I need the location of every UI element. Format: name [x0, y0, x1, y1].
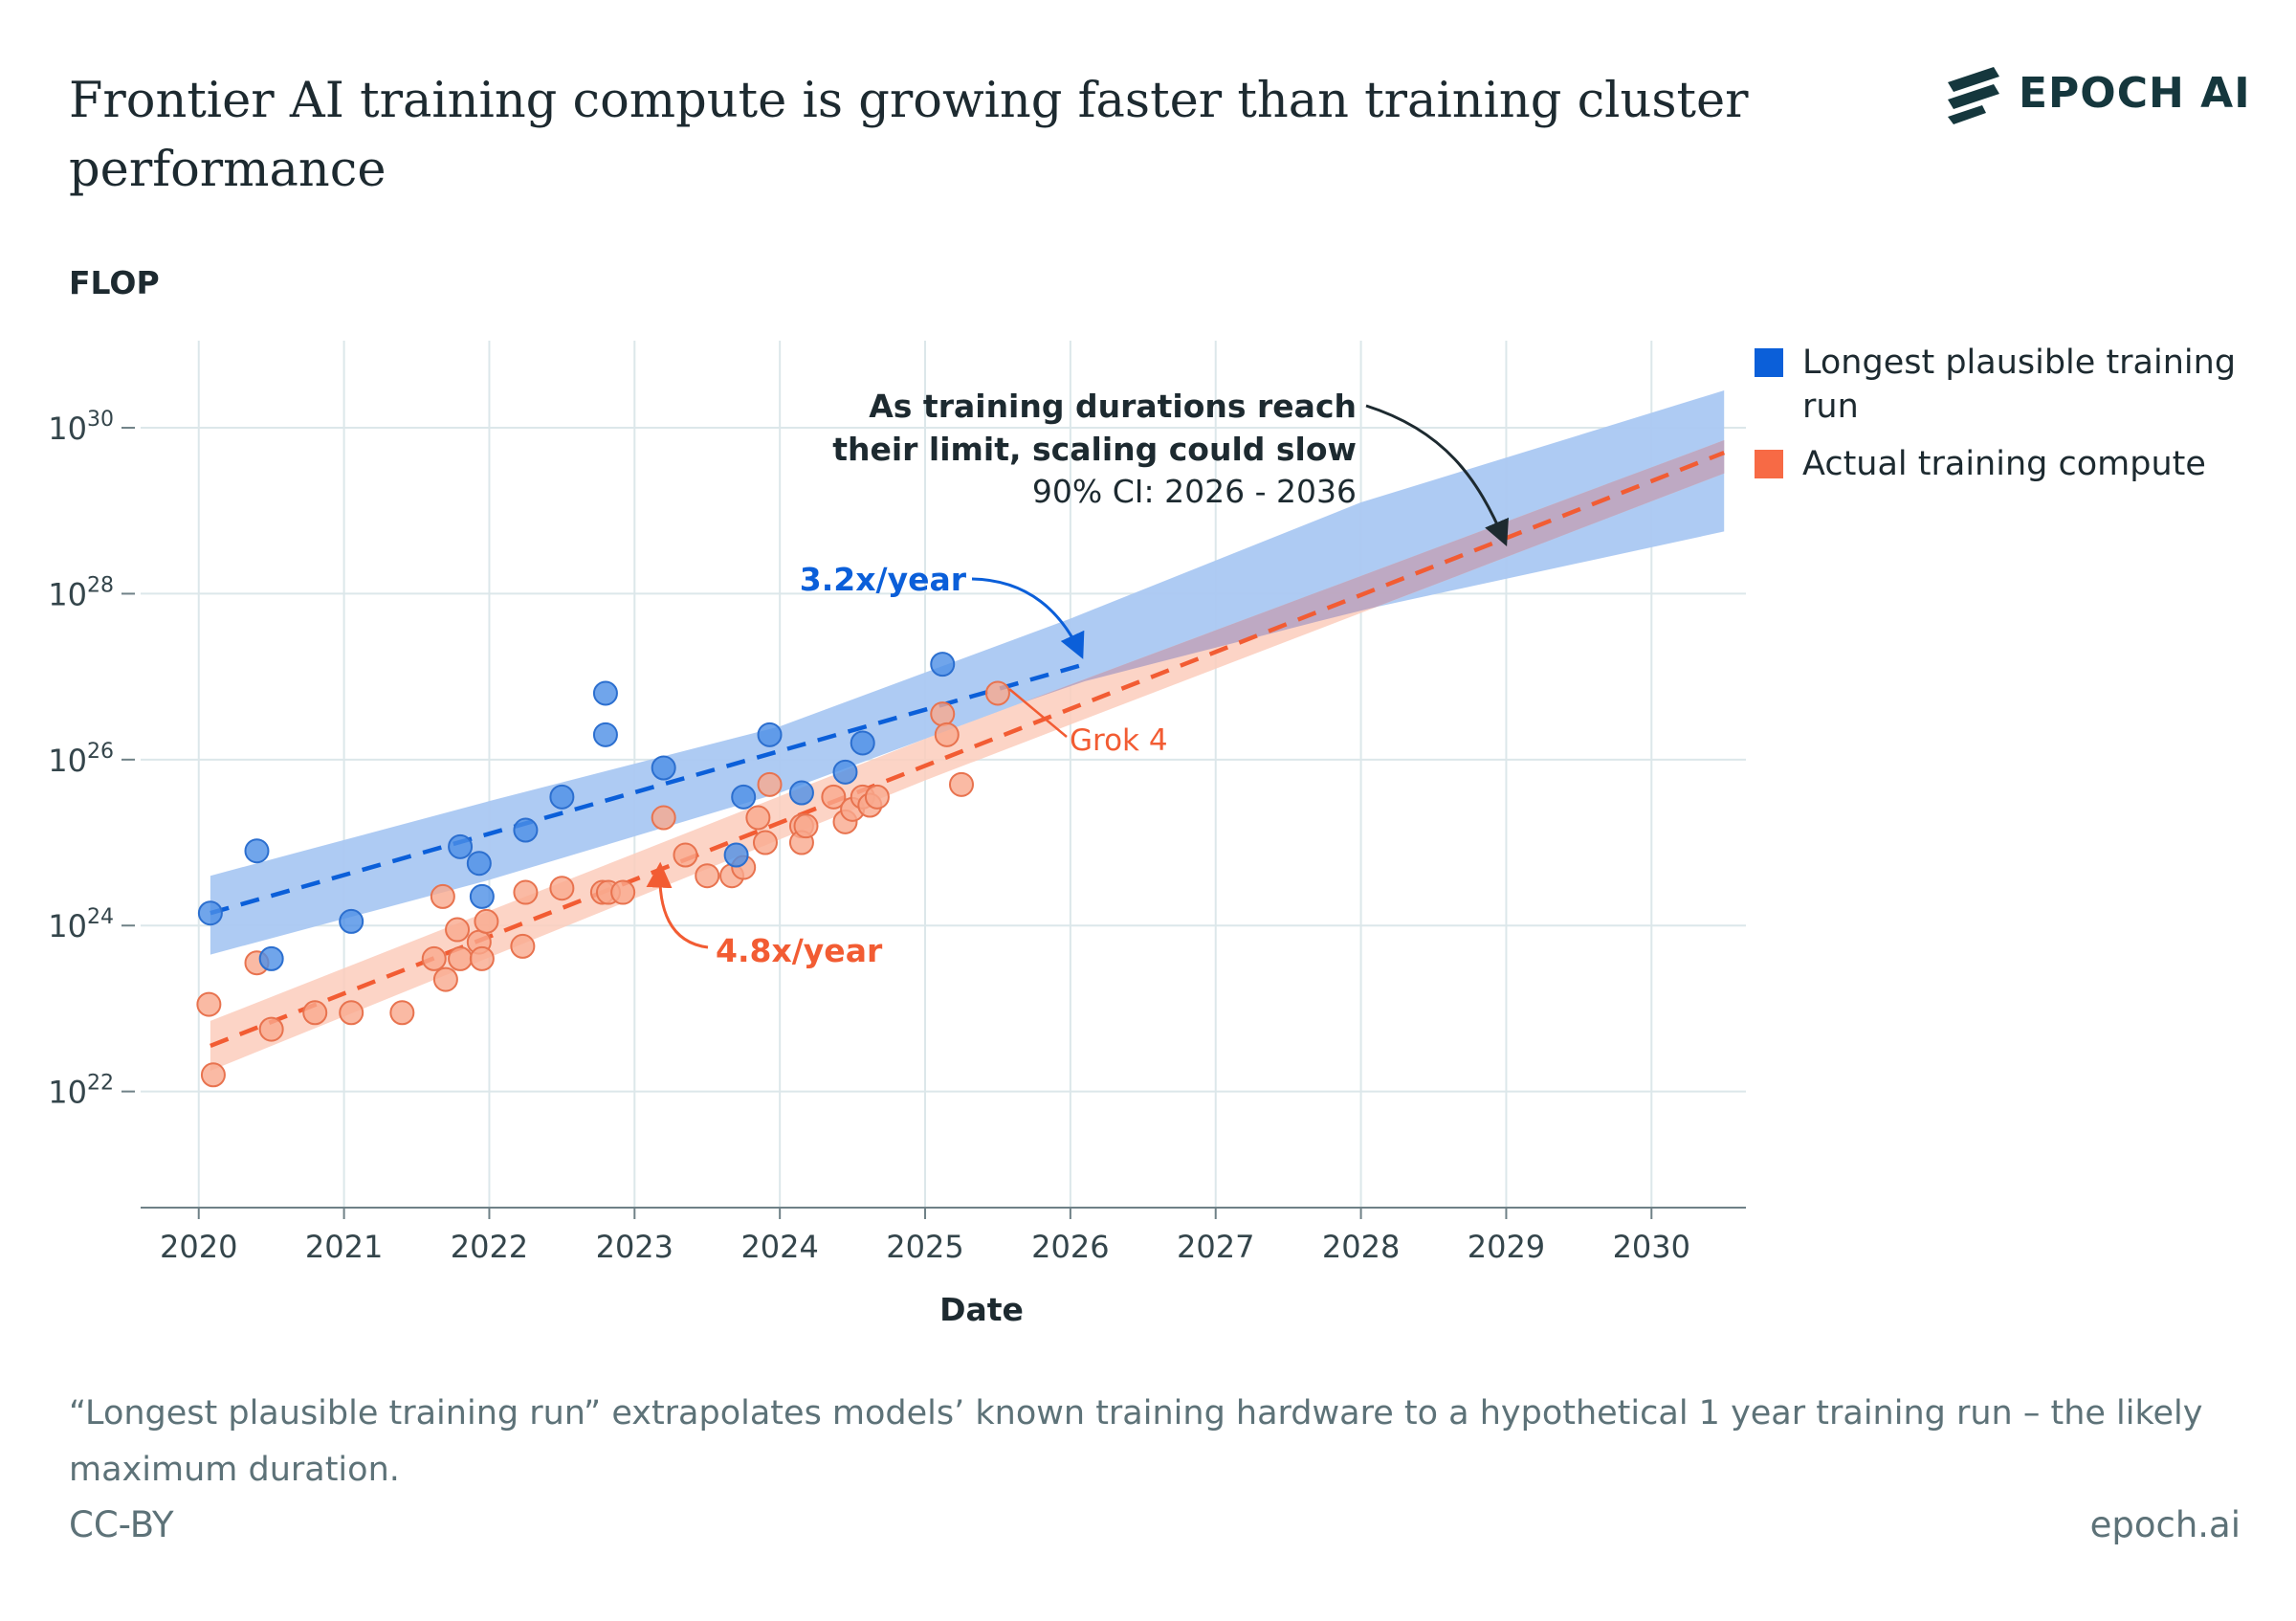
- legend-swatch-blue: [1755, 348, 1783, 377]
- blue-data-point: [757, 722, 783, 747]
- legend-label: Actual training compute: [1802, 445, 2206, 483]
- y-tick-label: 1026: [48, 740, 114, 779]
- blue-data-point: [258, 945, 284, 971]
- license-text: CC-BY: [69, 1504, 174, 1545]
- grid-lines: [141, 341, 1746, 1208]
- blue-data-point: [244, 838, 270, 864]
- blue-data-point: [651, 755, 676, 781]
- orange-data-point: [745, 805, 771, 831]
- blue-data-point: [466, 851, 492, 877]
- blue-data-point: [832, 759, 858, 785]
- orange-data-point: [864, 784, 890, 810]
- blue-data-point: [592, 722, 618, 747]
- blue-rate-arrow: [971, 577, 1085, 659]
- chart-title: Frontier AI training compute is growing …: [69, 73, 1749, 198]
- grok-4-label: Grok 4: [1070, 723, 1168, 758]
- blue-data-point: [723, 842, 749, 868]
- x-tick-label: 2022: [451, 1229, 528, 1265]
- x-tick-label: 2024: [740, 1229, 818, 1265]
- orange-data-point: [432, 966, 458, 992]
- overlap-band: [1027, 440, 1725, 701]
- orange-data-point: [421, 945, 447, 971]
- orange-data-point: [513, 879, 539, 905]
- confidence-bands: [210, 390, 1725, 1071]
- orange-data-point: [302, 1000, 328, 1026]
- orange-data-point: [339, 1000, 364, 1026]
- legend-swatch-orange: [1755, 450, 1783, 478]
- blue-confidence-band: [210, 390, 1725, 955]
- x-tick-label: 2023: [596, 1229, 673, 1265]
- orange-data-point: [948, 771, 974, 797]
- orange-data-point: [549, 876, 575, 901]
- blue-data-point: [592, 680, 618, 706]
- orange-data-point: [196, 991, 222, 1017]
- y-tick-label: 1030: [48, 408, 114, 447]
- orange-data-point: [469, 945, 495, 971]
- orange-rate-label: 4.8x/year: [716, 932, 883, 969]
- orange-data-point: [793, 813, 819, 839]
- x-tick-label: 2020: [160, 1229, 237, 1265]
- legend-item-actual-compute[interactable]: Actual training compute: [1755, 442, 2252, 486]
- orange-data-point: [673, 842, 698, 868]
- y-axis-label: FLOP: [69, 264, 160, 301]
- orange-data-point: [445, 917, 471, 943]
- blue-data-point: [469, 883, 495, 909]
- x-tick-label: 2028: [1322, 1229, 1400, 1265]
- blue-data-point: [930, 652, 956, 677]
- orange-data-point: [651, 805, 676, 831]
- orange-data-point: [474, 908, 499, 934]
- site-link[interactable]: epoch.ai: [2089, 1504, 2241, 1545]
- blue-data-point: [513, 817, 539, 843]
- limit-annotation-line1: As training durations reach: [869, 388, 1357, 425]
- blue-data-point: [339, 908, 364, 934]
- blue-rate-label: 3.2x/year: [800, 561, 967, 598]
- blue-data-point: [788, 780, 814, 806]
- x-tick-label: 2029: [1468, 1229, 1545, 1265]
- x-tick-label: 2025: [886, 1229, 963, 1265]
- orange-data-point: [930, 701, 956, 727]
- orange-data-point: [695, 863, 720, 889]
- annotations: As training durations reach their limit,…: [646, 388, 1509, 969]
- orange-data-point: [258, 1016, 284, 1042]
- orange-data-point: [984, 680, 1010, 706]
- x-tick-label: 2027: [1177, 1229, 1254, 1265]
- orange-data-point: [200, 1062, 226, 1088]
- x-axis-label: Date: [939, 1291, 1024, 1328]
- limit-annotation-ci: 90% CI: 2026 - 2036: [1032, 473, 1357, 510]
- orange-data-point: [934, 722, 960, 747]
- blue-data-point: [197, 900, 223, 926]
- data-points: [196, 652, 1010, 1088]
- legend-item-longest-run[interactable]: Longest plausible training run: [1755, 341, 2252, 429]
- orange-data-point: [752, 830, 778, 855]
- orange-data-point: [610, 879, 636, 905]
- x-tick-label: 2021: [305, 1229, 383, 1265]
- blue-data-point: [448, 833, 474, 859]
- x-tick-label: 2030: [1613, 1229, 1690, 1265]
- y-tick-label: 1024: [48, 905, 114, 944]
- y-tick-label: 1022: [48, 1072, 114, 1111]
- y-tick-label: 1028: [48, 573, 114, 612]
- logo-text: EPOCH AI: [2019, 68, 2251, 118]
- orange-data-point: [448, 945, 474, 971]
- orange-data-point: [757, 771, 783, 797]
- blue-data-point: [850, 730, 875, 756]
- orange-data-point: [821, 784, 847, 810]
- axes: 2020 2021 2022 2023 2024 2025 2026 2027 2028 2029…: [48, 408, 1746, 1328]
- epoch-stripes-icon: [1948, 67, 1999, 124]
- blue-data-point: [549, 784, 575, 810]
- legend-label: Longest plausible training run: [1802, 344, 2237, 426]
- x-tick-label: 2026: [1031, 1229, 1109, 1265]
- limit-annotation-line2: their limit, scaling could slow: [832, 431, 1357, 468]
- legend: Longest plausible training run Actual tr…: [1755, 341, 2252, 500]
- footnote: “Longest plausible training run” extrapo…: [69, 1394, 2203, 1489]
- limit-annotation-arrow: [1365, 404, 1509, 546]
- blue-data-point: [731, 784, 757, 810]
- orange-data-point: [389, 1000, 415, 1026]
- orange-data-point: [510, 933, 536, 959]
- grok-4-leader-line: [1008, 688, 1068, 738]
- orange-rate-arrow: [646, 861, 709, 949]
- orange-data-point: [430, 883, 455, 909]
- epoch-logo[interactable]: EPOCH AI: [1942, 59, 2251, 126]
